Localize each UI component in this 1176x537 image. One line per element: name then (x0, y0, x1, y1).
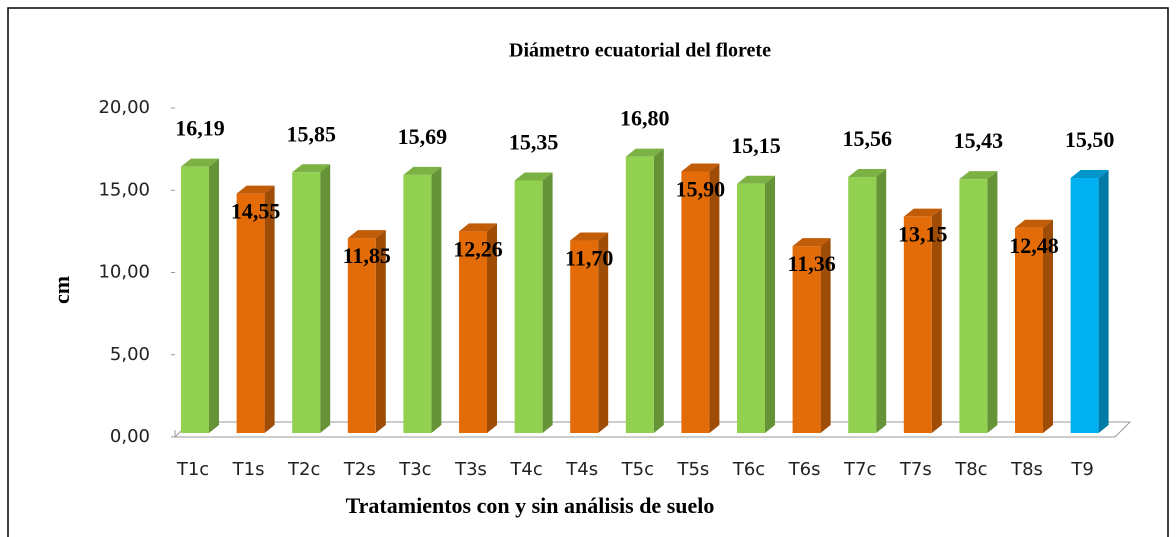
bar (792, 246, 821, 433)
bar-side (598, 232, 609, 433)
x-tick-label: T8c (954, 459, 987, 480)
bar-side (820, 238, 831, 433)
bar-side (876, 169, 887, 433)
x-tick-label: T9 (1070, 459, 1093, 480)
y-tick-label: 15,00 (98, 179, 150, 200)
y-tick-label: 0,00 (110, 426, 150, 447)
x-tick-label: T3c (398, 459, 431, 480)
x-tick-label: T4s (565, 459, 598, 480)
value-label: 15,85 (286, 121, 336, 146)
bar (181, 166, 209, 433)
bar (959, 179, 988, 433)
y-tick-label: 10,00 (98, 262, 150, 283)
bar (848, 177, 877, 433)
bar (1015, 227, 1043, 433)
value-label: 15,90 (676, 176, 726, 201)
value-label: 14,55 (231, 199, 281, 224)
x-tick-label: T4c (509, 459, 542, 480)
bar (903, 216, 932, 433)
bar-side (487, 223, 497, 433)
x-tick-label: T6c (732, 459, 765, 480)
value-label: 11,85 (343, 243, 391, 268)
value-label: 16,80 (620, 106, 670, 131)
value-label: 12,48 (1009, 233, 1059, 258)
bar (292, 172, 321, 433)
bar-top (292, 164, 331, 173)
value-label: 15,15 (731, 133, 781, 158)
x-tick-label: T5s (676, 459, 709, 480)
bar (570, 240, 599, 433)
x-tick-label: T7c (843, 459, 876, 480)
value-label: 15,35 (509, 130, 559, 155)
bar (403, 174, 432, 433)
bar-side (1098, 170, 1109, 433)
bar-top (403, 166, 442, 175)
value-label: 15,69 (398, 124, 448, 149)
x-tick-label: T2s (343, 459, 376, 480)
bar-side (209, 158, 219, 433)
bar-side (264, 185, 275, 433)
bar-top (514, 172, 553, 181)
x-axis-title: Tratamientos con y sin análisis de suelo (346, 493, 715, 518)
bar (514, 180, 543, 433)
bar-side (375, 230, 386, 433)
bar (737, 183, 765, 433)
x-tick-label: T8s (1010, 459, 1043, 480)
value-label: 15,43 (954, 128, 1004, 153)
bar-top (347, 230, 386, 239)
bar-side (709, 163, 720, 433)
value-label: 11,36 (787, 251, 835, 276)
bar (459, 231, 487, 433)
bar-side (320, 164, 331, 433)
value-label: 12,26 (453, 236, 503, 261)
bar-side (987, 171, 998, 433)
x-tick-label: T5c (621, 459, 654, 480)
bar-side (542, 172, 553, 433)
chart-title: Diámetro ecuatorial del florete (509, 40, 771, 62)
x-tick-label: T3s (454, 459, 487, 480)
bar-side (653, 148, 664, 433)
bar-top (903, 208, 942, 217)
x-tick-label: T7s (899, 459, 932, 480)
value-label: 16,19 (175, 116, 225, 141)
bar-side (431, 166, 442, 433)
value-label: 15,56 (842, 126, 892, 151)
bar-side (765, 175, 775, 433)
x-tick-label: T1s (232, 459, 265, 480)
bar (236, 193, 265, 433)
bar-top (792, 238, 831, 247)
bar (681, 171, 710, 433)
bar-top (181, 158, 219, 167)
value-label: 15,50 (1065, 127, 1115, 152)
value-label: 11,70 (565, 246, 613, 271)
bar-top (236, 185, 275, 194)
bar-top (1015, 219, 1053, 228)
bar-top (1070, 170, 1109, 179)
bar (347, 238, 376, 433)
x-tick-label: T1c (176, 459, 209, 480)
bar-top (737, 175, 775, 184)
bar-top (570, 232, 609, 241)
bar (1070, 178, 1099, 433)
bar (625, 156, 654, 433)
y-axis-title: cm (49, 276, 74, 304)
y-tick-label: 5,00 (110, 344, 150, 365)
bar-side (931, 208, 942, 433)
bar-top (459, 223, 497, 232)
x-tick-label: T2c (287, 459, 320, 480)
bar-top (625, 148, 664, 157)
value-label: 13,15 (898, 222, 948, 247)
bar-side (1043, 219, 1053, 433)
y-tick-label: 20,00 (98, 97, 150, 118)
bar-top (959, 171, 998, 180)
bar-top (681, 163, 720, 172)
bar-top (848, 169, 887, 178)
x-tick-label: T6s (788, 459, 821, 480)
